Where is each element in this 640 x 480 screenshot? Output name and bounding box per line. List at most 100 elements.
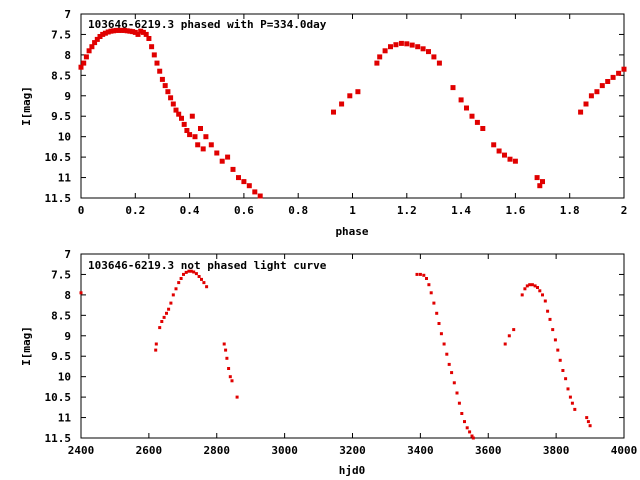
data-point [616,70,622,76]
data-point [480,126,486,131]
x-tick-label: 1.4 [451,204,471,217]
data-point [546,309,550,313]
data-point [427,283,431,287]
data-point [610,74,616,80]
data-point [189,113,195,119]
data-point [195,142,201,148]
data-point [205,285,209,289]
data-point [102,30,108,36]
x-tick-label: 4000 [611,444,638,457]
data-point [558,358,562,362]
data-point [339,101,345,107]
data-point [561,369,565,372]
x-tick-label: 2600 [136,444,163,457]
data-point [347,93,353,99]
data-point [445,352,449,356]
data-point [415,44,421,50]
x-tick-label: 2800 [204,444,231,457]
x-axis-label: phase [335,225,368,238]
data-point [168,95,174,101]
data-point [135,31,141,37]
data-point [79,291,83,295]
data-point [228,375,232,379]
data-point [167,307,171,311]
data-point [127,28,133,34]
y-tick-label: 8.5 [51,309,71,322]
data-point [469,113,475,119]
data-point [331,109,336,115]
data-point [149,44,155,50]
data-point [541,293,544,297]
data-point [154,342,158,346]
data-point [393,42,399,48]
data-point [528,283,532,287]
data-point [470,434,474,438]
data-point [418,272,422,276]
data-point [119,27,125,33]
data-point [425,277,428,280]
data-point [169,301,173,305]
data-point [570,401,574,405]
data-point [225,154,231,160]
data-point [192,134,198,140]
data-point [621,66,627,72]
y-tick-label: 9.5 [51,350,71,363]
y-tick-label: 10.5 [45,391,72,404]
data-point [507,156,513,162]
data-point [92,40,98,46]
data-point [435,311,439,315]
data-point [160,320,164,323]
data-point [404,41,410,47]
data-point [187,269,191,273]
data-point [540,179,545,185]
data-point [536,286,539,289]
data-point [534,175,540,181]
data-point [146,36,152,41]
data-points [78,27,627,199]
data-point [202,281,206,285]
x-tick-label: 0.4 [180,204,200,217]
data-point [573,407,577,411]
axis-ticks: 0 0.2 0.4 0.6 0.8 1 1.2 1.4 1.6 1.8 2 7 7.5 8 8.5 9 9.5 1… [45,8,628,217]
data-point [543,299,547,303]
y-tick-label: 7.5 [51,268,71,281]
data-point [474,119,480,125]
data-point [468,430,472,434]
y-axis-label: I[mag] [20,326,33,366]
data-point [553,338,557,342]
data-point [176,111,182,117]
data-point [437,322,441,325]
data-point [241,179,247,185]
data-point [548,317,552,321]
chart-title: 103646-6219.3 phased with P=334.0day [88,18,327,31]
data-point [179,277,183,280]
data-point [151,52,157,58]
data-point [224,348,228,352]
x-tick-label: 1 [349,204,356,217]
data-point [108,28,114,34]
data-point [81,60,87,66]
data-point [97,34,103,39]
data-point [236,175,241,181]
data-point [530,283,534,287]
data-point [121,27,127,33]
data-point [422,273,426,277]
data-point [452,381,456,385]
data-point [439,332,443,336]
data-point [198,126,203,131]
data-point [455,391,459,395]
data-point [520,293,524,297]
data-point [551,328,555,332]
data-point [594,89,600,95]
x-tick-label: 0.8 [288,204,308,217]
data-point [83,54,89,60]
data-point [355,89,361,95]
data-point [184,270,188,274]
x-tick-label: 1.2 [397,204,417,217]
data-point [409,42,415,48]
data-point [94,36,100,42]
data-point [588,424,592,428]
data-point [222,342,226,346]
y-tick-label: 8.5 [51,69,71,82]
